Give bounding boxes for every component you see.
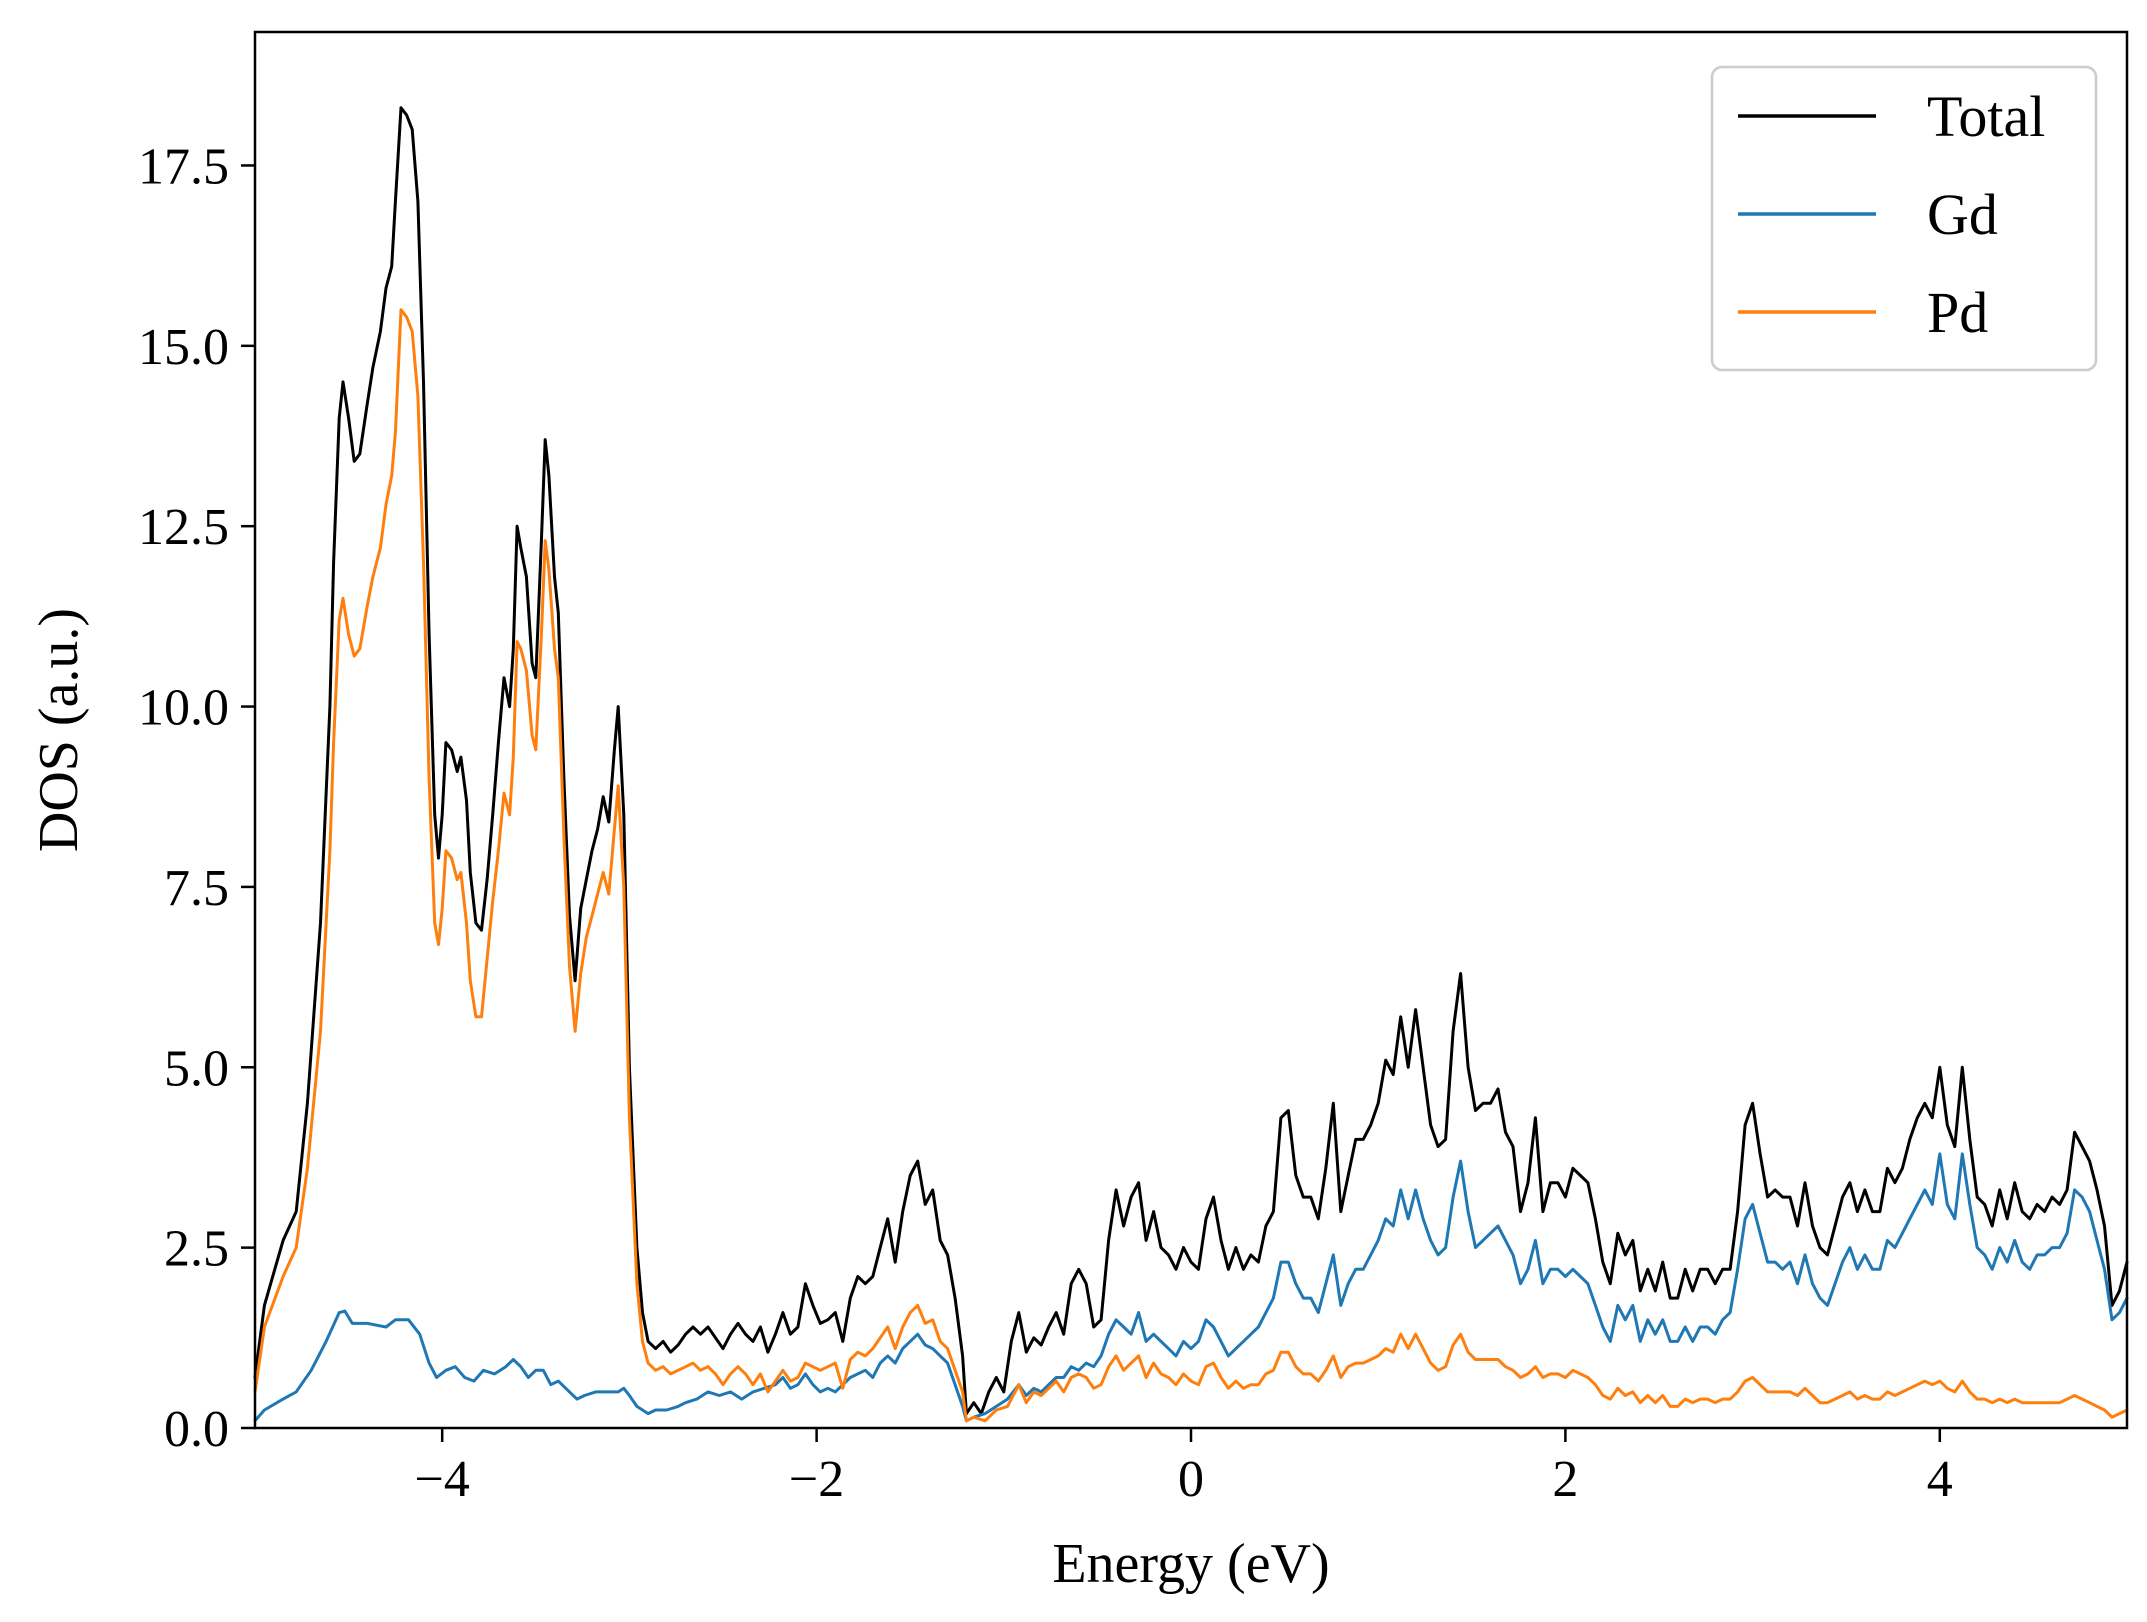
series-layer — [253, 106, 2129, 1423]
legend-items: Total Gd Pd — [1738, 84, 2045, 345]
x-axis-label: Energy (eV) — [1052, 1533, 1329, 1595]
x-axis: −4 −2 0 2 4 — [415, 1428, 1953, 1508]
series-line-total — [253, 106, 2129, 1416]
y-tick-label: 5.0 — [164, 1040, 229, 1097]
legend: Total Gd Pd — [1710, 65, 2098, 372]
legend-label-pd: Pd — [1927, 280, 1988, 345]
x-tick-label: 4 — [1927, 1451, 1953, 1508]
series-line-pd — [253, 308, 2129, 1423]
y-tick-label: 12.5 — [138, 499, 229, 556]
x-tick-label: −2 — [789, 1451, 844, 1508]
y-tick-label: 10.0 — [138, 680, 229, 737]
y-tick-label: 17.5 — [138, 138, 229, 195]
y-axis-label: DOS (a.u.) — [28, 608, 90, 852]
legend-label-gd: Gd — [1927, 182, 1998, 247]
y-tick-label: 2.5 — [164, 1221, 229, 1278]
x-tick-label: 0 — [1178, 1451, 1204, 1508]
y-tick-label: 15.0 — [138, 319, 229, 376]
y-tick-label: 7.5 — [164, 860, 229, 917]
y-tick-label: 0.0 — [164, 1401, 229, 1458]
legend-box — [1710, 65, 2098, 372]
x-tick-label: 2 — [1552, 1451, 1578, 1508]
x-tick-label: −4 — [415, 1451, 470, 1508]
series-line-gd — [253, 1152, 2129, 1423]
y-axis: 0.0 2.5 5.0 7.5 10.0 12.5 15.0 17.5 — [138, 138, 255, 1458]
legend-label-total: Total — [1927, 84, 2045, 149]
